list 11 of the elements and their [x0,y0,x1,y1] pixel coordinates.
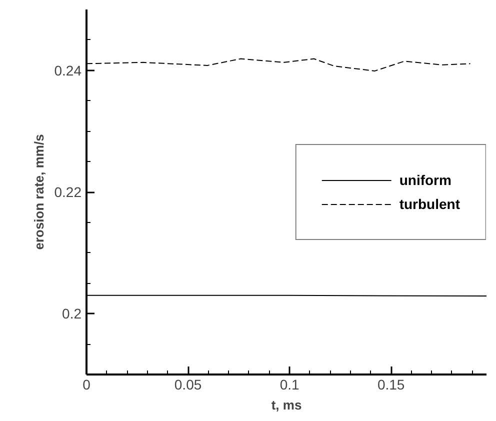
y-axis-title: erosion rate, mm/s [31,134,46,250]
x-tick-label: 0.15 [377,376,405,392]
y-tick-label: 0.2 [62,306,82,322]
y-tick-label: 0.22 [54,184,82,200]
x-tick-label: 0 [82,376,91,392]
y-tick-label: 0.24 [54,62,82,78]
legend-label: uniform [399,172,452,188]
legend-label: turbulent [399,196,460,212]
x-axis-title: t, ms [271,398,302,412]
x-tick-label: 0.05 [174,376,202,392]
x-tick-label: 0.1 [280,376,300,392]
